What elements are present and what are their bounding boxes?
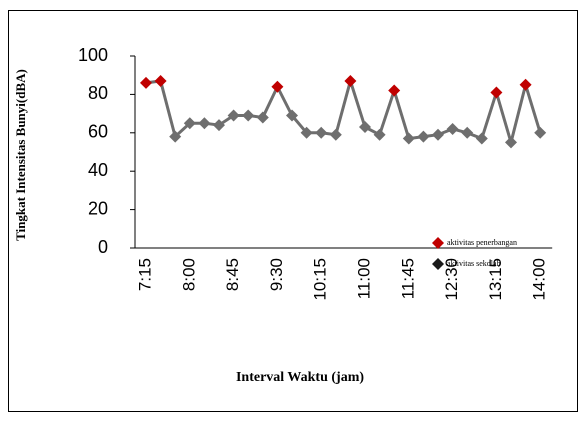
data-point <box>300 126 313 139</box>
data-point <box>373 128 386 141</box>
data-point <box>475 132 488 145</box>
data-point <box>344 74 357 87</box>
data-point <box>519 78 532 91</box>
data-point <box>140 76 152 89</box>
data-point <box>402 132 415 145</box>
x-tick-label: 13:15 <box>486 258 505 301</box>
x-tick-label: 7:15 <box>135 258 154 291</box>
y-tick-label: 20 <box>88 198 108 218</box>
data-point <box>446 122 459 135</box>
data-point <box>286 109 298 122</box>
legend-marker <box>432 258 444 270</box>
data-point <box>534 126 547 139</box>
legend-label: aktivitas sekolah <box>447 259 501 268</box>
data-point <box>183 117 196 130</box>
data-point <box>169 130 182 143</box>
x-tick-label: 9:30 <box>267 258 286 291</box>
data-point <box>417 130 430 143</box>
data-point <box>505 136 517 149</box>
data-point <box>242 109 255 122</box>
data-point <box>198 117 211 130</box>
data-point <box>461 126 474 139</box>
data-point <box>256 111 269 124</box>
y-tick-label: 80 <box>88 83 108 103</box>
data-point <box>213 119 225 132</box>
data-point <box>388 84 401 97</box>
data-point <box>432 128 444 141</box>
chart-border <box>8 10 578 412</box>
x-tick-label: 14:00 <box>530 258 549 301</box>
data-point <box>490 86 503 99</box>
x-tick-label: 12:30 <box>442 258 461 301</box>
x-tick-label: 8:00 <box>179 258 198 291</box>
y-tick-label: 60 <box>88 122 108 142</box>
data-point <box>271 80 284 93</box>
data-point <box>359 121 371 134</box>
legend-marker <box>432 237 444 249</box>
x-tick-label: 8:45 <box>223 258 242 291</box>
x-axis-label: Interval Waktu (jam) <box>236 370 364 385</box>
y-axis-label: Tingkat Intensitas Bunyi(dBA) <box>13 69 28 241</box>
y-tick-label: 40 <box>88 160 108 180</box>
data-point <box>227 109 240 122</box>
x-tick-label: 11:00 <box>354 258 373 299</box>
legend-label: aktivitas penerbangan <box>447 238 517 247</box>
y-tick-label: 100 <box>78 45 108 65</box>
data-point <box>154 74 167 87</box>
data-point <box>315 126 328 139</box>
x-tick-label: 10:15 <box>311 258 330 301</box>
y-tick-label: 0 <box>98 237 108 257</box>
data-line <box>145 75 542 149</box>
data-point <box>329 128 342 141</box>
x-tick-label: 11:45 <box>398 258 417 299</box>
